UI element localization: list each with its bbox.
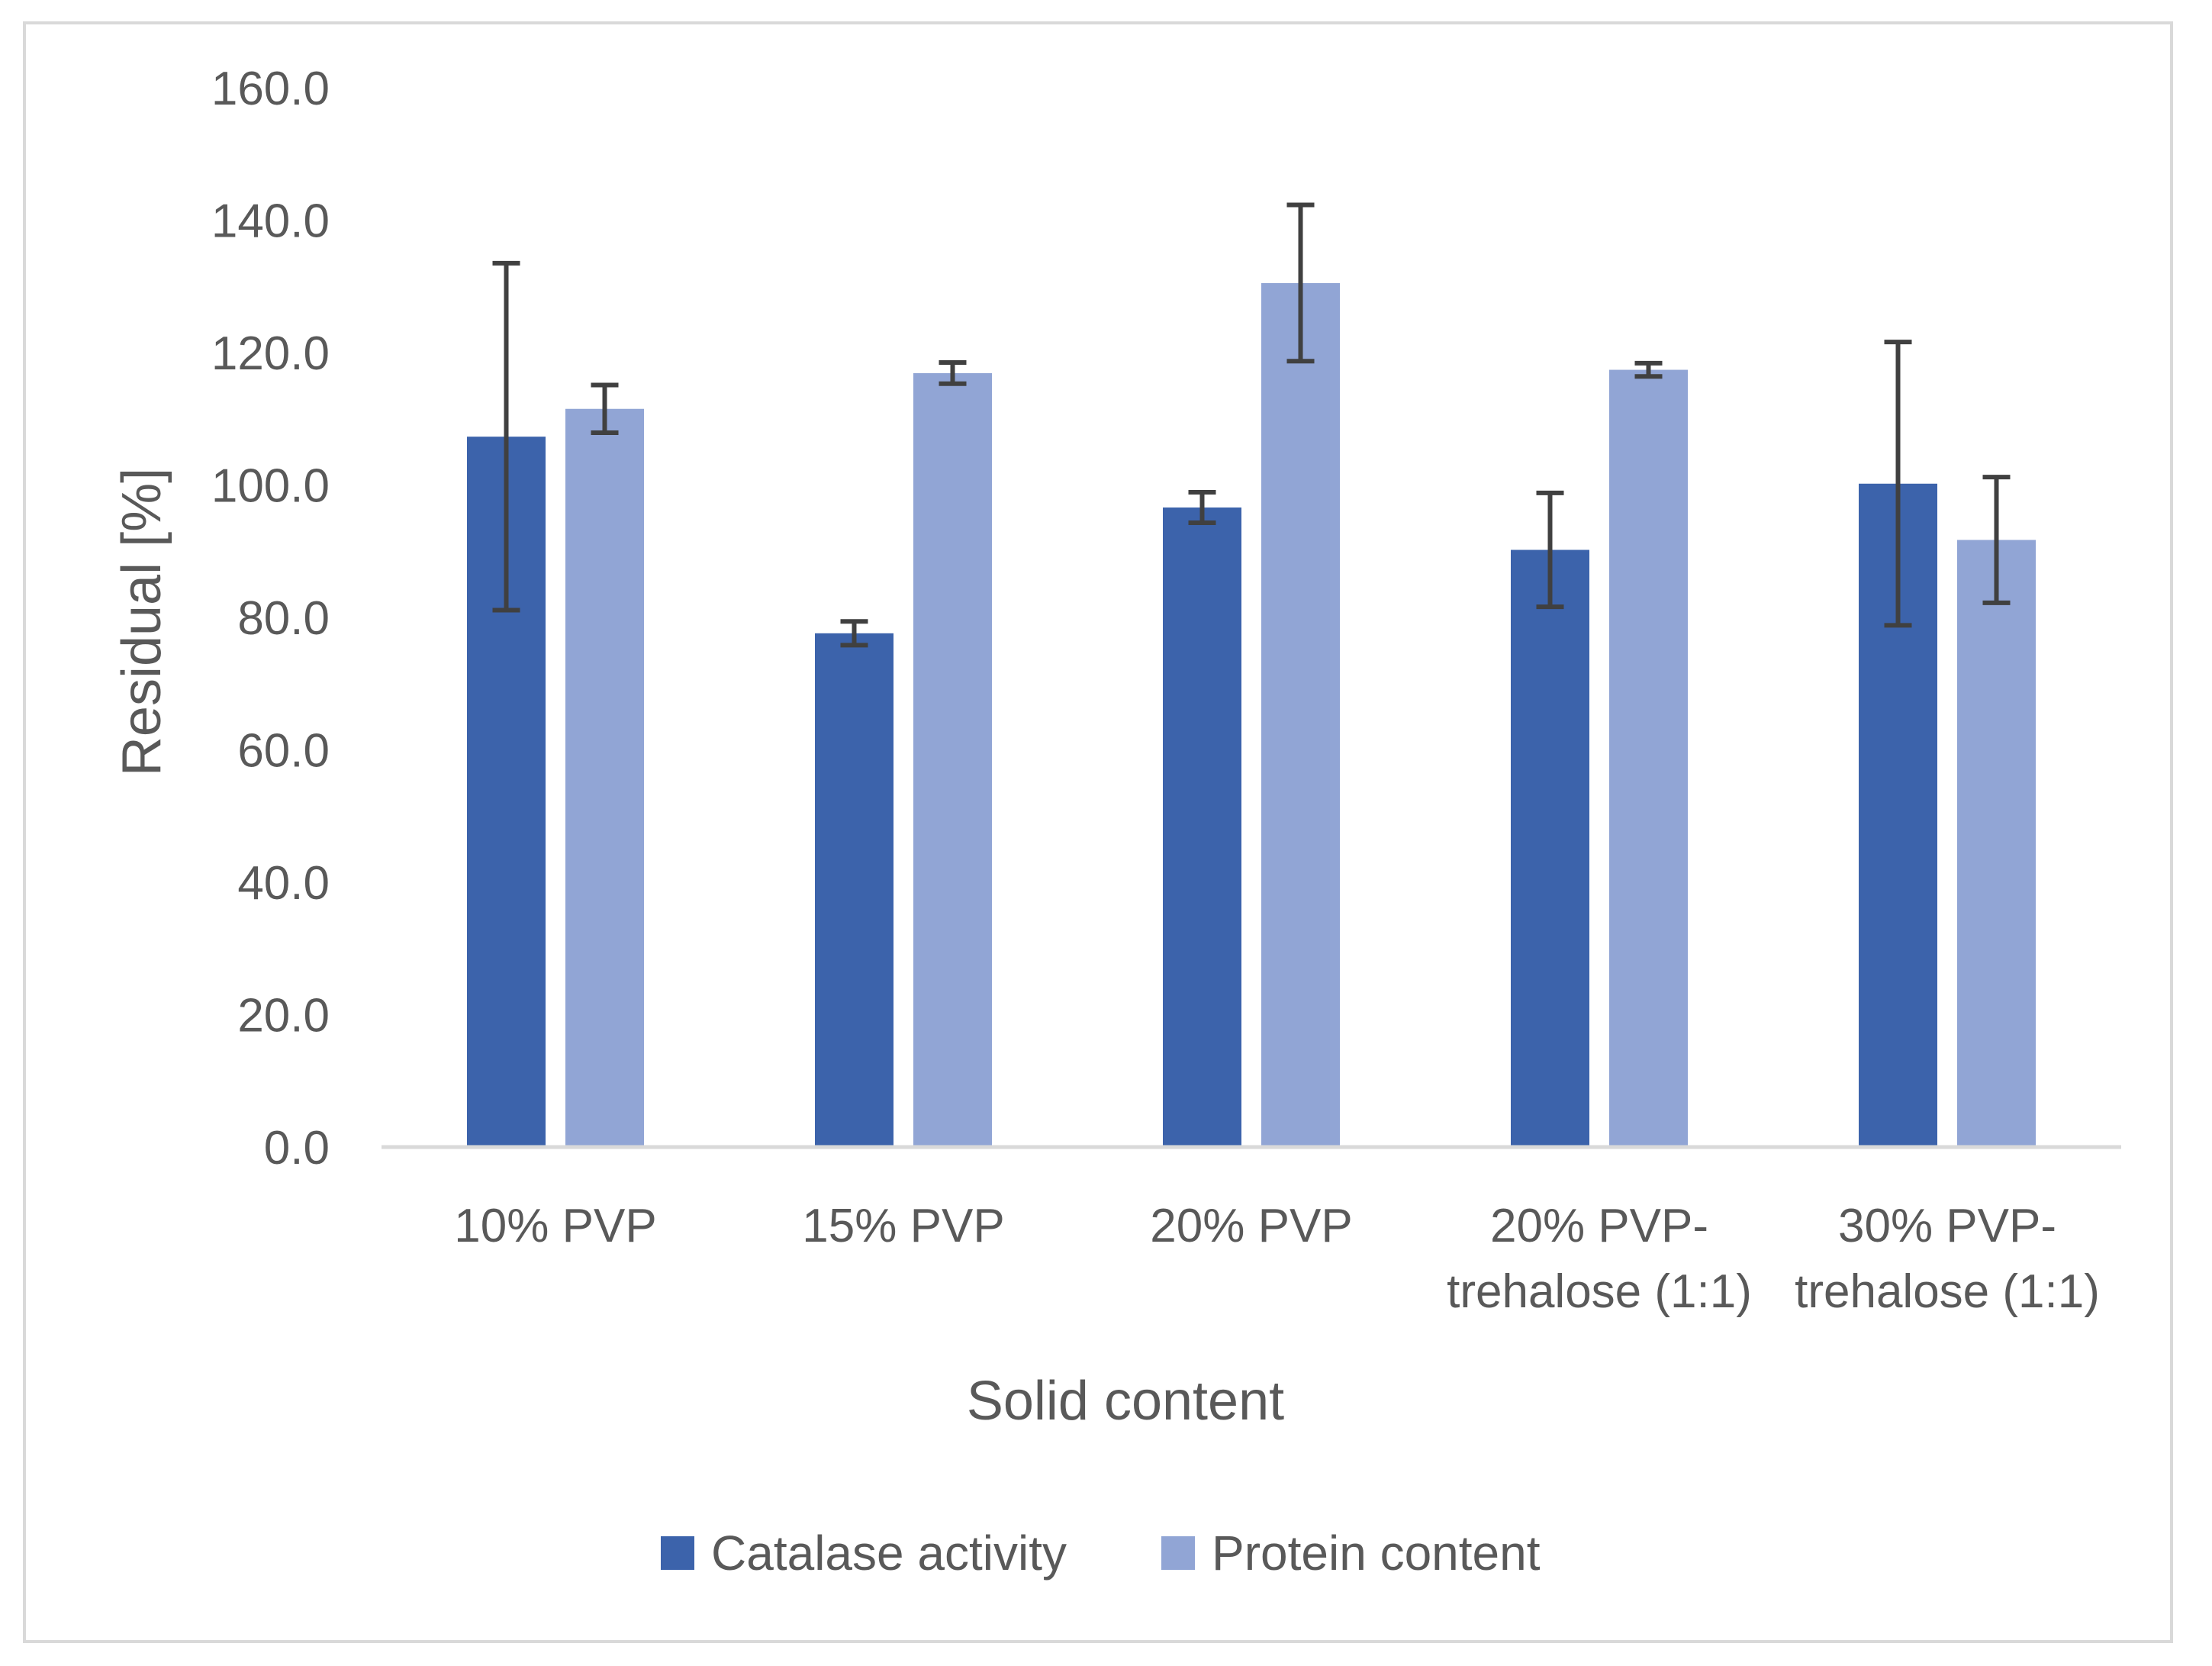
y-tick-label: 120.0 xyxy=(211,327,330,380)
bar-protein-content xyxy=(1957,540,2036,1147)
bar-protein-content xyxy=(1261,282,1340,1148)
y-tick-label: 80.0 xyxy=(237,592,330,645)
legend-swatch xyxy=(1161,1536,1195,1570)
error-bars xyxy=(492,202,2011,648)
legend-swatch xyxy=(661,1536,694,1570)
legend-label: Protein content xyxy=(1212,1526,1541,1581)
y-tick-label: 20.0 xyxy=(237,990,330,1042)
bar-protein-content xyxy=(913,372,992,1148)
legend-label: Catalase activity xyxy=(711,1526,1067,1581)
bar-catalase-activity xyxy=(1511,549,1589,1147)
y-axis-ticks: 0.0 20.0 40.0 60.0 80.0 100.0 120.0 140.0 160.0 xyxy=(211,63,330,1175)
x-tick-label: 20% PVP xyxy=(1150,1200,1352,1252)
bar-catalase-activity xyxy=(815,633,893,1147)
legend: Catalase activity Protein content xyxy=(661,1526,1541,1581)
chart-frame xyxy=(23,21,2173,1643)
y-tick-label: 40.0 xyxy=(237,857,330,910)
bars xyxy=(467,282,2036,1148)
y-tick-label: 60.0 xyxy=(237,725,330,778)
x-axis-title: Solid content xyxy=(967,1371,1284,1432)
x-tick-label: 10% PVP xyxy=(454,1200,656,1252)
bar-protein-content xyxy=(1609,369,1688,1147)
y-tick-label: 100.0 xyxy=(211,460,330,513)
y-axis-title: Residual [%] xyxy=(111,468,172,776)
y-tick-label: 160.0 xyxy=(211,63,330,115)
bar-catalase-activity xyxy=(1163,507,1241,1147)
y-tick-label: 0.0 xyxy=(264,1122,330,1175)
x-tick-label: 20% PVP-trehalose (1:1) xyxy=(1447,1200,1752,1318)
x-axis-ticks: 10% PVP 15% PVP 20% PVP 20% PVP-trehalose (… xyxy=(454,1200,2100,1318)
x-tick-label: 15% PVP xyxy=(802,1200,1004,1252)
x-tick-label: 30% PVP-trehalose (1:1) xyxy=(1795,1200,2100,1318)
y-tick-label: 140.0 xyxy=(211,195,330,248)
bar-protein-content xyxy=(565,408,644,1147)
